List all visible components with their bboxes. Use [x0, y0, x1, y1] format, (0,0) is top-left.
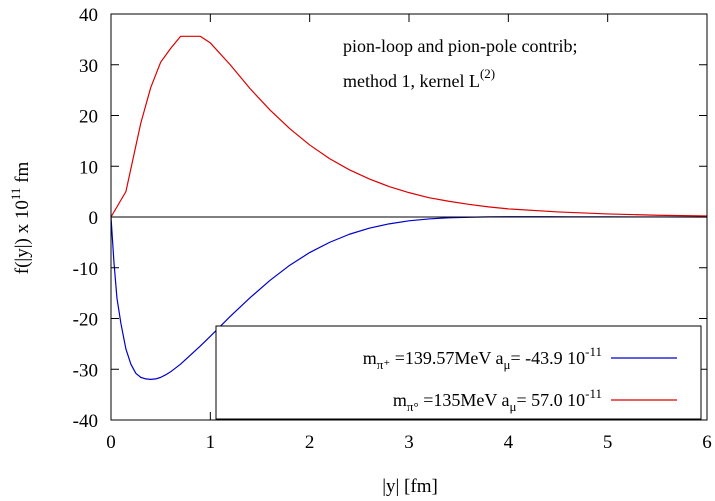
legend-entry-0-mass: =139.57MeV a [390, 348, 503, 368]
y-axis-label: f(|y|) x 1011 fm [8, 162, 33, 275]
y-tick-label: 0 [89, 208, 99, 229]
x-tick-label: 6 [702, 432, 712, 453]
legend-entry-0-sub: π⁺ [377, 357, 390, 372]
x-tick-label: 5 [603, 432, 613, 453]
annotation-line-2-sup: (2) [480, 66, 495, 81]
legend-entry-1-m: m [393, 390, 407, 410]
y-axis-label-sup: 11 [8, 188, 23, 201]
legend: mπ⁺ =139.57MeV aμ= -43.9 10-11 mπ° =135M… [215, 325, 702, 420]
y-tick-label: -20 [73, 310, 98, 331]
y-tick-label: -10 [73, 259, 98, 280]
legend-entry-1-value: = 57.0 10 [516, 390, 585, 410]
y-axis-label-unit: fm [12, 162, 33, 188]
series-line-1 [110, 35, 708, 218]
legend-entry-0-exp: -11 [585, 344, 602, 359]
legend-entry-1-a-sub: μ [510, 399, 517, 414]
tick-labels-layer: 0 1 2 3 4 5 6 -40 -30 -20 -10 0 10 20 30 40 [73, 5, 712, 453]
legend-entry-0-a-sub: μ [504, 357, 511, 372]
annotation-line-2: method 1, kernel L(2) [343, 66, 495, 91]
legend-entry-1-sub: π° [407, 399, 419, 414]
x-tick-label: 0 [106, 432, 116, 453]
legend-entry-1-label: mπ° =135MeV aμ= 57.0 10-11 [393, 386, 602, 414]
legend-box [215, 325, 702, 420]
y-tick-label: -30 [73, 360, 98, 381]
y-tick-label: 10 [79, 157, 98, 178]
legend-entry-0-m: m [363, 348, 377, 368]
x-tick-label: 3 [404, 432, 414, 453]
legend-entry-0-label: mπ⁺ =139.57MeV aμ= -43.9 10-11 [363, 344, 602, 372]
x-tick-label: 2 [305, 432, 315, 453]
y-tick-label: 20 [79, 107, 98, 128]
y-tick-label: 30 [79, 56, 98, 77]
y-axis-label-main: f(|y|) x 10 [12, 200, 33, 274]
legend-entry-0-value: = -43.9 10 [510, 348, 585, 368]
legend-entry-1-mass: =135MeV a [419, 390, 510, 410]
legend-entry-1-exp: -11 [585, 386, 602, 401]
annotation-line-1: pion-loop and pion-pole contrib; [343, 36, 577, 56]
annotation-line-2-main: method 1, kernel L [343, 71, 480, 91]
y-tick-label: -40 [73, 411, 98, 432]
x-axis-label: |y| [fm] [382, 476, 438, 497]
x-tick-label: 1 [206, 432, 216, 453]
x-tick-label: 4 [504, 432, 514, 453]
y-tick-label: 40 [79, 5, 98, 26]
